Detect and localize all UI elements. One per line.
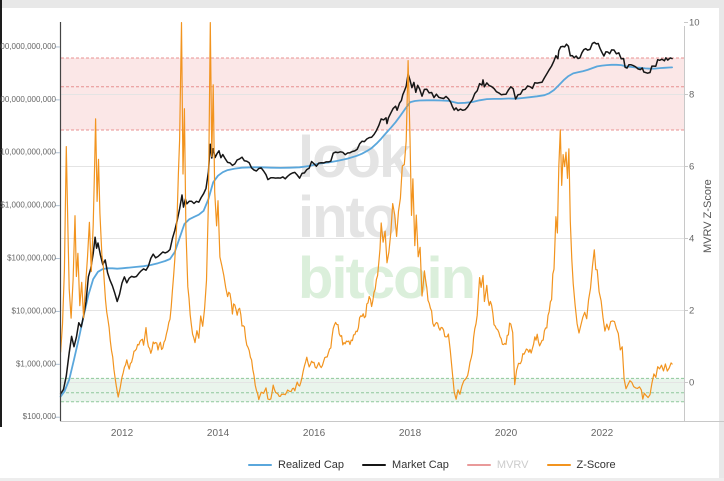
y-axis-right: 0 2 4 6 8 10 (684, 18, 700, 389)
x-axis-label: 2016 (303, 428, 326, 439)
x-axis-label: 2014 (207, 428, 230, 439)
legend-swatch-icon (362, 464, 387, 466)
series-realized-cap[interactable] (59, 63, 673, 398)
y-axis-left-label: $1,000,000 (16, 359, 57, 368)
y-axis-left-label: $1,000,000,000 (0, 201, 56, 210)
y-axis-right-label: 4 (689, 234, 694, 245)
legend-item-z-score[interactable]: Z-Score (546, 459, 616, 471)
legend-label: Realized Cap (278, 459, 345, 471)
legend-swatch-icon (248, 464, 272, 466)
y-axis-right-label: 10 (689, 18, 700, 29)
y-axis-left-label: $100,000,000,000 (0, 95, 57, 104)
y-axis-right-label: 6 (689, 162, 694, 173)
page-top-edge (0, 0, 724, 8)
watermark-line: into (298, 185, 397, 250)
legend-item-market-cap[interactable]: Market Cap (362, 459, 449, 471)
y-axis-left-label: $1,000,000,000,000 (0, 42, 57, 51)
chart-legend: Realized Cap Market Cap MVRV Z-Score (248, 459, 616, 471)
watermark-line: look (298, 125, 412, 190)
x-axis-label: 2018 (399, 428, 422, 439)
x-axis-label: 2020 (495, 428, 518, 439)
y-axis-left-label: $100,000 (23, 412, 57, 421)
legend-item-mvrv[interactable]: MVRV (466, 459, 529, 471)
y-axis-left-label: $100,000,000 (7, 254, 56, 263)
x-axis-label: 2012 (111, 428, 134, 439)
y-axis-left-label: $10,000,000 (12, 306, 57, 315)
page-right-edge (719, 8, 724, 481)
legend-swatch-icon (546, 464, 571, 466)
band-fill-undervalued-zone (61, 378, 684, 402)
legend-item-realized-cap[interactable]: Realized Cap (248, 459, 344, 471)
page-bottom-edge (0, 478, 724, 481)
y-axis-left: $100,000 $1,000,000 $10,000,000 $100,000,00… (0, 42, 60, 421)
x-axis-label: 2022 (591, 428, 614, 439)
y-axis-left-label: $10,000,000,000 (0, 148, 57, 157)
y-axis-right-label: 2 (689, 306, 694, 317)
gridlines (61, 94, 684, 384)
band-undervalued-zone (61, 377, 684, 403)
legend-label: Z-Score (576, 459, 616, 471)
legend-label: Market Cap (392, 459, 449, 471)
x-axis: 2012 2014 2016 2018 2020 2022 (111, 428, 614, 439)
legend-label: MVRV (496, 459, 529, 471)
axes (59, 22, 724, 422)
y-axis-right-label: 0 (689, 378, 694, 389)
series-z-score[interactable] (60, 22, 673, 401)
y-axis-right-label: 8 (689, 90, 694, 101)
window-left-edge (0, 0, 2, 427)
series-market-cap[interactable] (59, 41, 673, 395)
y-axis-right-title: MVRV Z-Score (702, 179, 714, 253)
legend-swatch-icon (466, 464, 491, 466)
